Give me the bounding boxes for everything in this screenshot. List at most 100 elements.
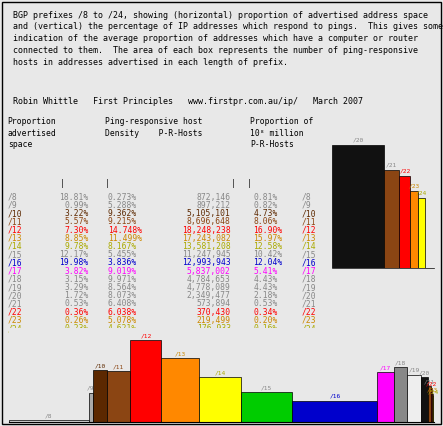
Text: /24: /24 bbox=[8, 324, 22, 333]
Text: /10: /10 bbox=[94, 363, 105, 368]
Text: 11,247,945: 11,247,945 bbox=[182, 250, 231, 259]
Bar bbox=[433, 396, 434, 422]
Text: /14: /14 bbox=[214, 370, 225, 375]
Text: 2,349,477: 2,349,477 bbox=[187, 291, 231, 300]
Text: 9.971%: 9.971% bbox=[108, 275, 137, 284]
Text: /15: /15 bbox=[261, 385, 272, 390]
Bar bbox=[130, 340, 161, 422]
Text: /16: /16 bbox=[8, 259, 22, 268]
Text: 3.836%: 3.836% bbox=[108, 259, 137, 268]
Text: /11: /11 bbox=[113, 364, 124, 369]
Text: 3.82%: 3.82% bbox=[64, 267, 89, 276]
Text: 19.98%: 19.98% bbox=[59, 259, 89, 268]
Bar bbox=[332, 144, 384, 268]
Text: /21: /21 bbox=[424, 380, 435, 385]
Bar bbox=[418, 198, 425, 268]
Text: 4.43%: 4.43% bbox=[253, 283, 278, 292]
Bar bbox=[384, 170, 400, 268]
Text: /23: /23 bbox=[8, 316, 22, 325]
Text: /19: /19 bbox=[302, 283, 317, 292]
Text: /11: /11 bbox=[302, 217, 317, 226]
Text: 0.53%: 0.53% bbox=[253, 299, 278, 308]
Text: /9: /9 bbox=[87, 386, 95, 391]
Text: /18: /18 bbox=[395, 360, 406, 365]
Text: /13: /13 bbox=[175, 352, 186, 357]
Text: 8.073%: 8.073% bbox=[108, 291, 137, 300]
Text: |: | bbox=[105, 179, 109, 188]
Bar bbox=[89, 393, 93, 422]
Bar bbox=[428, 386, 431, 422]
Bar bbox=[410, 190, 418, 268]
Text: /24: /24 bbox=[302, 324, 317, 333]
Text: 872,146: 872,146 bbox=[197, 193, 231, 202]
Text: 5.41%: 5.41% bbox=[253, 267, 278, 276]
Text: 3.29%: 3.29% bbox=[64, 283, 89, 292]
Text: 176,933: 176,933 bbox=[197, 324, 231, 333]
Text: 8.85%: 8.85% bbox=[64, 234, 89, 243]
Text: 16.90%: 16.90% bbox=[253, 225, 283, 235]
Text: |: | bbox=[247, 179, 252, 188]
Text: |: | bbox=[59, 179, 64, 188]
Text: Proportion of
10⁸ million
P-R-Hosts: Proportion of 10⁸ million P-R-Hosts bbox=[250, 118, 314, 149]
Bar bbox=[431, 389, 432, 422]
Text: /8: /8 bbox=[45, 414, 53, 419]
Text: |: | bbox=[231, 179, 236, 188]
Text: /17: /17 bbox=[8, 267, 22, 276]
Text: 0.20%: 0.20% bbox=[253, 316, 278, 325]
Text: /12: /12 bbox=[8, 225, 22, 235]
Text: /19: /19 bbox=[408, 368, 420, 373]
Bar bbox=[377, 372, 393, 422]
Text: /14: /14 bbox=[302, 242, 317, 251]
Text: 897,212: 897,212 bbox=[197, 201, 231, 210]
Text: 7.30%: 7.30% bbox=[64, 225, 89, 235]
Text: 0.81%: 0.81% bbox=[253, 193, 278, 202]
Text: /22: /22 bbox=[399, 168, 411, 173]
Text: /8: /8 bbox=[8, 193, 17, 202]
Text: 2.18%: 2.18% bbox=[253, 291, 278, 300]
Text: 219,499: 219,499 bbox=[197, 316, 231, 325]
Text: /21: /21 bbox=[386, 163, 397, 168]
Text: /17: /17 bbox=[380, 366, 391, 370]
Text: 9.78%: 9.78% bbox=[64, 242, 89, 251]
Text: 573,894: 573,894 bbox=[197, 299, 231, 308]
Text: Ping-responsive host
Density    P-R-Hosts: Ping-responsive host Density P-R-Hosts bbox=[105, 118, 202, 138]
Text: 0.82%: 0.82% bbox=[253, 201, 278, 210]
Text: 3.22%: 3.22% bbox=[64, 209, 89, 218]
Text: 12.17%: 12.17% bbox=[59, 250, 89, 259]
Bar bbox=[400, 176, 410, 268]
Text: 4.43%: 4.43% bbox=[253, 275, 278, 284]
Text: /16: /16 bbox=[302, 259, 317, 268]
Text: /20: /20 bbox=[352, 137, 364, 142]
Text: /10: /10 bbox=[302, 209, 317, 218]
Text: 0.16%: 0.16% bbox=[253, 324, 278, 333]
Text: 6.408%: 6.408% bbox=[108, 299, 137, 308]
Text: 17,243,082: 17,243,082 bbox=[182, 234, 231, 243]
Text: /12: /12 bbox=[140, 334, 152, 339]
Text: 5.078%: 5.078% bbox=[108, 316, 137, 325]
Bar bbox=[432, 394, 433, 422]
Text: 4,778,089: 4,778,089 bbox=[187, 283, 231, 292]
Text: 0.26%: 0.26% bbox=[64, 316, 89, 325]
Text: /24: /24 bbox=[416, 190, 427, 195]
Bar bbox=[161, 358, 199, 422]
Text: /21: /21 bbox=[8, 299, 22, 308]
Text: 8.564%: 8.564% bbox=[108, 283, 137, 292]
Text: 5.455%: 5.455% bbox=[108, 250, 137, 259]
Text: 0.99%: 0.99% bbox=[64, 201, 89, 210]
Bar bbox=[9, 420, 89, 422]
Text: Robin Whittle   First Principles   www.firstpr.com.au/ip/   March 2007: Robin Whittle First Principles www.first… bbox=[13, 97, 363, 106]
Text: 370,430: 370,430 bbox=[197, 308, 231, 317]
Text: /13: /13 bbox=[302, 234, 317, 243]
Text: /18: /18 bbox=[302, 275, 317, 284]
Text: /24: /24 bbox=[428, 390, 439, 394]
Text: 0.34%: 0.34% bbox=[253, 308, 278, 317]
Text: /22: /22 bbox=[426, 382, 437, 387]
Text: /15: /15 bbox=[8, 250, 22, 259]
Text: 4.73%: 4.73% bbox=[253, 209, 278, 218]
Text: /20: /20 bbox=[419, 371, 430, 376]
Text: 5,837,002: 5,837,002 bbox=[187, 267, 231, 276]
Text: 4.621%: 4.621% bbox=[108, 324, 137, 333]
Text: 9.362%: 9.362% bbox=[108, 209, 137, 218]
Bar bbox=[199, 377, 241, 422]
Text: 6.038%: 6.038% bbox=[108, 308, 137, 317]
